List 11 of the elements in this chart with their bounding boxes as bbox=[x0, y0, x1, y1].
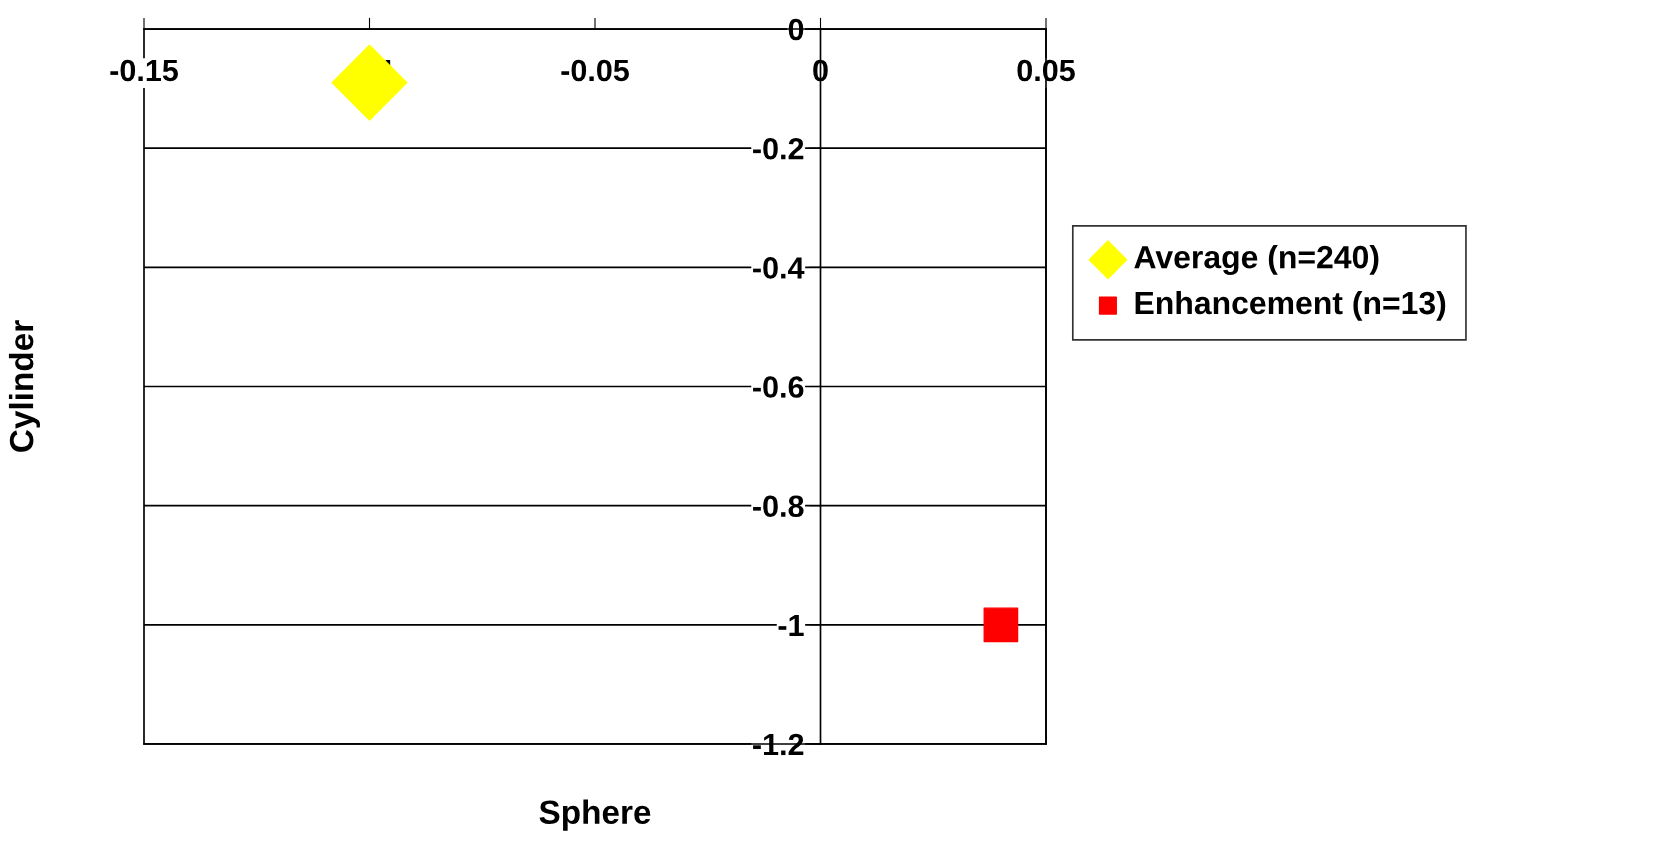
x-axis-title: Sphere bbox=[539, 799, 651, 831]
legend-label: Enhancement (n=13) bbox=[1135, 290, 1446, 321]
y-tick-label: -0.6 bbox=[753, 376, 804, 398]
y-tick-label: -1 bbox=[778, 614, 804, 636]
y-tick-label: -0.2 bbox=[753, 137, 804, 160]
y-tick-label: -0.4 bbox=[753, 257, 805, 279]
x-tick-label: -0.05 bbox=[561, 59, 629, 82]
y-axis-title: Cylinder bbox=[8, 320, 40, 452]
y-tick-label: -0.8 bbox=[753, 495, 804, 518]
legend-label: Average (n=240) bbox=[1134, 244, 1379, 275]
x-tick-label: -0.15 bbox=[110, 59, 178, 82]
